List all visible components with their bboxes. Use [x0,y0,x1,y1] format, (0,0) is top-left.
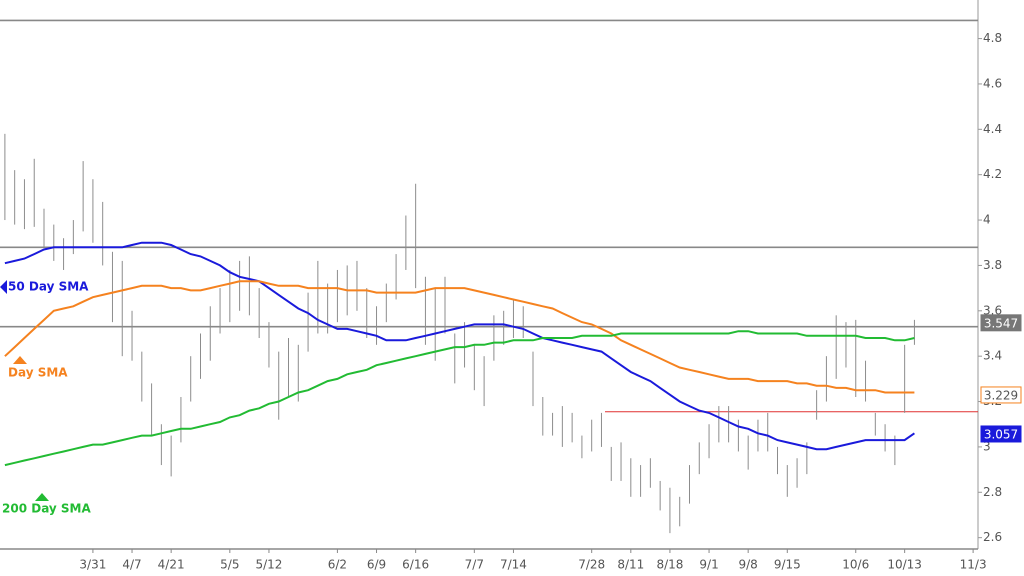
x-tick-label: 9/15 [774,558,801,572]
price-tag-label: 3.547 [984,316,1018,330]
x-tick-label: 4/21 [158,558,185,572]
y-tick-label: 3.8 [983,258,1002,272]
sma-line [4,330,915,467]
x-tick-label: 6/2 [328,558,347,572]
y-tick-label: 2.8 [983,485,1002,499]
price-tag-label: 3.229 [984,388,1018,402]
y-tick-label: 3.4 [983,349,1002,363]
x-tick-label: 5/12 [255,558,282,572]
y-tick-label: 2.6 [983,530,1002,544]
y-tick-label: 3.6 [983,303,1002,317]
x-tick-label: 11/3 [960,558,987,572]
x-tick-label: 9/1 [699,558,718,572]
y-tick-label: 4.2 [983,167,1002,181]
x-tick-label: 7/28 [578,558,605,572]
y-tick-label: 4 [983,213,991,227]
x-tick-label: 5/5 [220,558,239,572]
legend-marker [13,356,27,364]
y-tick-label: 3 [983,439,991,453]
legend-label: 50 Day SMA [8,280,89,294]
price-tag [980,314,1022,332]
y-tick-label: 4.4 [983,122,1002,136]
x-tick-label: 10/13 [887,558,922,572]
x-tick-label: 10/6 [842,558,869,572]
price-tag-label: 3.057 [984,427,1018,441]
sma-line [4,241,915,451]
x-tick-label: 8/11 [617,558,644,572]
x-tick-label: 7/14 [500,558,527,572]
legend-marker [35,493,49,501]
sma-line [4,280,915,394]
x-tick-label: 3/31 [79,558,106,572]
x-tick-label: 6/9 [367,558,386,572]
x-tick-label: 4/7 [122,558,141,572]
x-tick-label: 8/18 [656,558,683,572]
price-tag [980,386,1022,404]
x-tick-label: 7/7 [465,558,484,572]
x-tick-label: 9/8 [739,558,758,572]
legend-label: Day SMA [8,366,68,380]
y-tick-label: 4.8 [983,31,1002,45]
legend-marker [0,280,7,294]
x-tick-label: 6/16 [402,558,429,572]
y-tick-label: 4.6 [983,76,1002,90]
price-tag [980,425,1022,443]
legend-label: 200 Day SMA [2,502,92,516]
